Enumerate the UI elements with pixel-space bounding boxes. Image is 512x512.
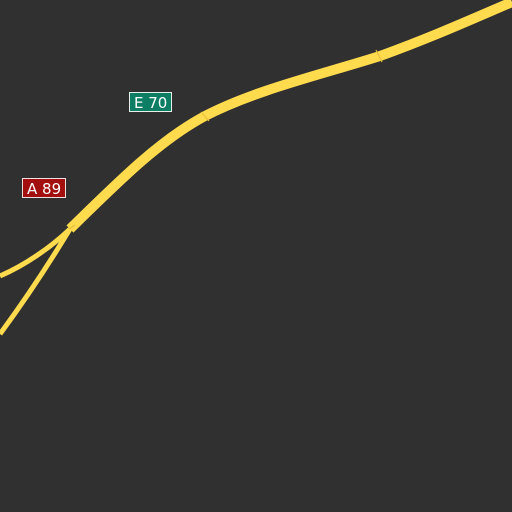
motorway-branch-west (0, 227, 72, 279)
route-shield-e70: E 70 (129, 92, 173, 112)
road-segment-joint (200, 111, 210, 122)
route-shield-a89: A 89 (22, 178, 67, 198)
road-segment-joint (375, 49, 383, 63)
motorway-e70 (66, 0, 512, 233)
motorway-branch-southwest (0, 227, 73, 336)
